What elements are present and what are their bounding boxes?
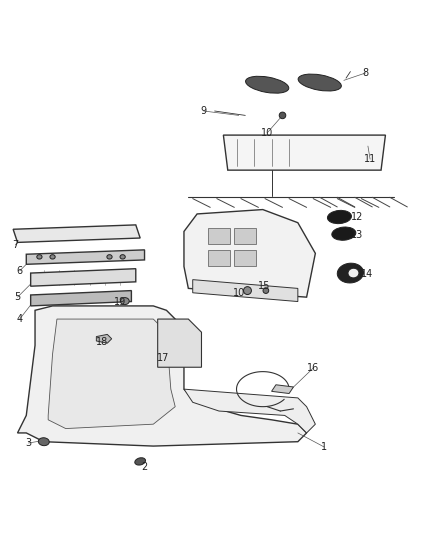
Ellipse shape [279, 112, 286, 119]
Ellipse shape [39, 438, 49, 446]
Ellipse shape [120, 255, 125, 259]
Text: 12: 12 [351, 212, 363, 222]
Polygon shape [193, 280, 298, 302]
Bar [234, 250, 256, 265]
Polygon shape [48, 319, 175, 429]
Bar [208, 228, 230, 244]
Text: 19: 19 [114, 297, 127, 308]
Polygon shape [223, 135, 385, 170]
Text: 4: 4 [17, 314, 23, 324]
Text: 16: 16 [307, 363, 319, 373]
Ellipse shape [263, 288, 268, 294]
Ellipse shape [328, 211, 351, 224]
Ellipse shape [337, 263, 364, 283]
Text: 3: 3 [25, 438, 32, 448]
Text: 18: 18 [95, 337, 108, 347]
Ellipse shape [120, 297, 129, 304]
Polygon shape [96, 334, 112, 343]
Ellipse shape [37, 255, 42, 259]
Bar [234, 228, 256, 244]
Text: 13: 13 [351, 230, 363, 239]
Text: 10: 10 [233, 288, 245, 298]
Text: 1: 1 [321, 442, 327, 452]
Text: 9: 9 [201, 106, 207, 116]
Text: 14: 14 [361, 269, 373, 279]
Ellipse shape [135, 458, 145, 465]
Ellipse shape [246, 76, 289, 93]
Ellipse shape [244, 287, 251, 295]
Polygon shape [158, 319, 201, 367]
Ellipse shape [50, 255, 55, 259]
Text: 11: 11 [364, 154, 376, 164]
Text: 17: 17 [157, 353, 170, 364]
Ellipse shape [107, 255, 112, 259]
Polygon shape [26, 250, 145, 264]
Text: 7: 7 [12, 240, 18, 249]
Polygon shape [272, 385, 293, 393]
Polygon shape [184, 209, 315, 297]
Polygon shape [31, 269, 136, 286]
Ellipse shape [298, 74, 341, 91]
Polygon shape [18, 306, 307, 446]
Polygon shape [184, 389, 315, 433]
Ellipse shape [348, 268, 359, 278]
Ellipse shape [332, 227, 356, 240]
Polygon shape [13, 225, 140, 243]
Text: 10: 10 [261, 128, 273, 138]
Polygon shape [31, 290, 131, 306]
Text: 6: 6 [17, 266, 23, 276]
Bar [208, 250, 230, 265]
Text: 5: 5 [14, 292, 21, 302]
Text: 2: 2 [141, 462, 148, 472]
Text: 15: 15 [258, 281, 271, 291]
Text: 8: 8 [363, 68, 369, 78]
